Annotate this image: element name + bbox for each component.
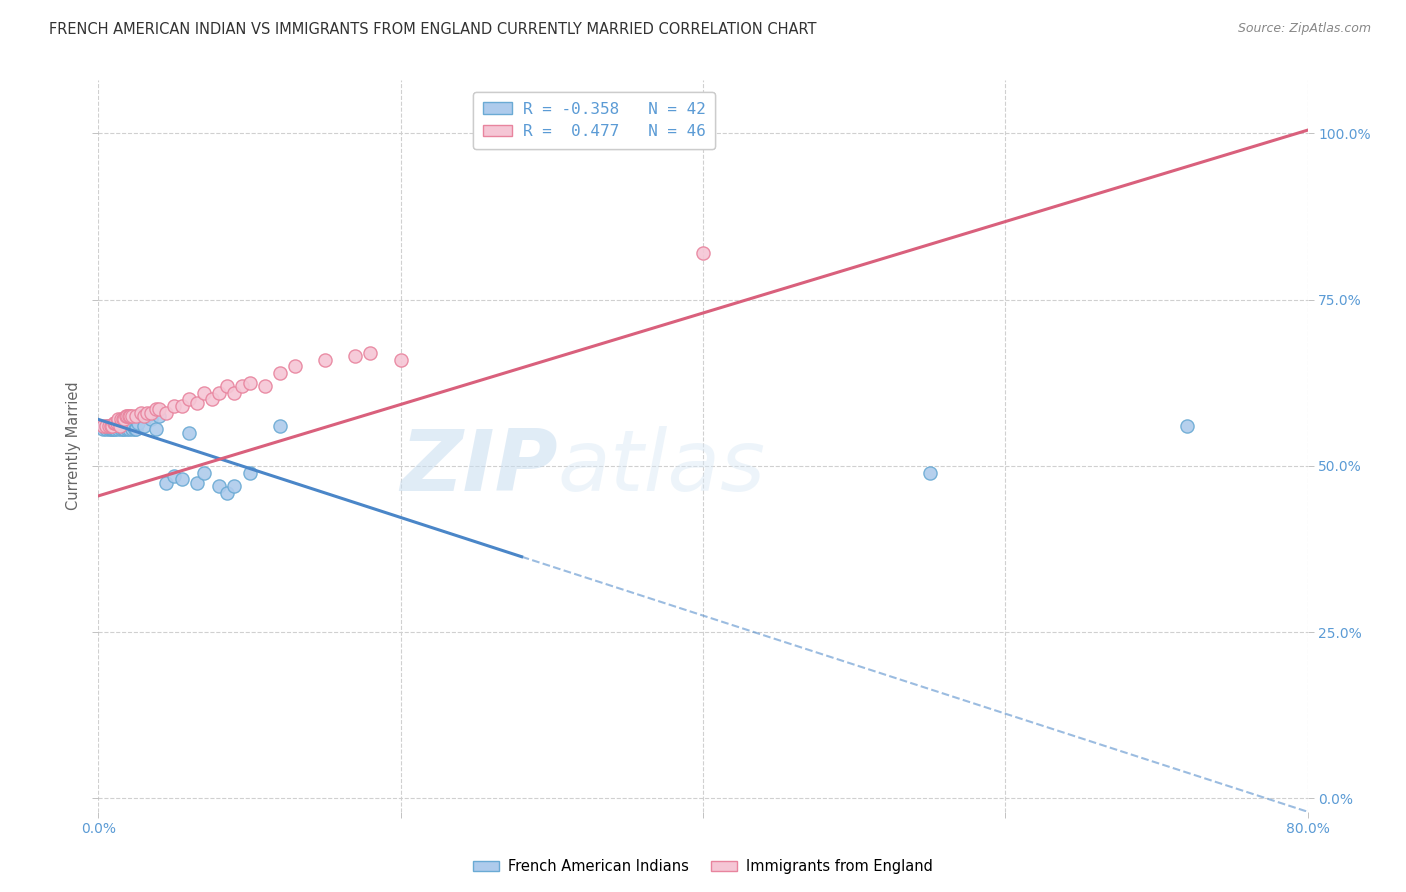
Point: [179, 392, 201, 407]
Point: [389, 352, 412, 367]
Point: [314, 352, 336, 367]
Point: [132, 409, 155, 423]
Point: [918, 466, 941, 480]
Point: [170, 472, 193, 486]
Point: [120, 409, 142, 423]
Point: [103, 422, 125, 436]
Point: [105, 416, 128, 430]
Point: [112, 412, 135, 426]
Point: [115, 422, 138, 436]
Legend: R = -0.358   N = 42, R =  0.477   N = 46: R = -0.358 N = 42, R = 0.477 N = 46: [474, 92, 716, 149]
Point: [129, 406, 152, 420]
Point: [100, 422, 122, 436]
Point: [163, 469, 186, 483]
Point: [122, 419, 145, 434]
Point: [1175, 419, 1198, 434]
Point: [118, 422, 141, 436]
Point: [125, 409, 148, 423]
Point: [105, 419, 128, 434]
Point: [91, 422, 114, 436]
Legend: French American Indians, Immigrants from England: French American Indians, Immigrants from…: [467, 854, 939, 880]
Point: [100, 419, 122, 434]
Point: [104, 422, 127, 436]
Point: [125, 422, 148, 436]
Point: [107, 412, 129, 426]
Point: [121, 409, 143, 423]
Text: FRENCH AMERICAN INDIAN VS IMMIGRANTS FROM ENGLAND CURRENTLY MARRIED CORRELATION : FRENCH AMERICAN INDIAN VS IMMIGRANTS FRO…: [49, 22, 817, 37]
Point: [141, 412, 163, 426]
Point: [101, 422, 124, 436]
Point: [91, 419, 114, 434]
Point: [179, 425, 201, 440]
Point: [344, 349, 367, 363]
Point: [103, 416, 125, 430]
Point: [186, 396, 208, 410]
Point: [253, 379, 276, 393]
Point: [110, 412, 132, 426]
Point: [98, 422, 121, 436]
Point: [127, 416, 149, 430]
Point: [215, 379, 238, 393]
Point: [145, 402, 167, 417]
Point: [135, 409, 157, 423]
Text: ZIP: ZIP: [401, 426, 558, 509]
Point: [193, 466, 215, 480]
Point: [360, 346, 382, 360]
Point: [163, 399, 186, 413]
Point: [208, 385, 231, 400]
Point: [114, 409, 136, 423]
Point: [96, 419, 118, 434]
Point: [208, 479, 231, 493]
Point: [98, 419, 121, 434]
Point: [104, 416, 127, 430]
Point: [115, 409, 138, 423]
Point: [239, 466, 262, 480]
Point: [155, 406, 177, 420]
Point: [108, 419, 131, 434]
Point: [101, 419, 124, 434]
Y-axis label: Currently Married: Currently Married: [66, 382, 82, 510]
Point: [148, 402, 170, 417]
Point: [108, 419, 131, 434]
Point: [201, 392, 224, 407]
Point: [141, 406, 163, 420]
Point: [170, 399, 193, 413]
Text: Source: ZipAtlas.com: Source: ZipAtlas.com: [1237, 22, 1371, 36]
Point: [135, 406, 157, 420]
Point: [118, 409, 141, 423]
Point: [120, 412, 142, 426]
Point: [94, 419, 117, 434]
Point: [155, 475, 177, 490]
Point: [186, 475, 208, 490]
Point: [231, 379, 253, 393]
Point: [284, 359, 307, 374]
Point: [269, 419, 291, 434]
Point: [239, 376, 262, 390]
Point: [111, 422, 134, 436]
Point: [132, 419, 155, 434]
Point: [224, 385, 246, 400]
Point: [129, 409, 152, 423]
Point: [269, 366, 291, 380]
Point: [692, 246, 714, 260]
Point: [193, 385, 215, 400]
Point: [145, 422, 167, 436]
Point: [148, 409, 170, 423]
Text: atlas: atlas: [558, 426, 766, 509]
Point: [124, 422, 146, 436]
Point: [107, 422, 129, 436]
Point: [94, 422, 117, 436]
Point: [111, 412, 134, 426]
Point: [114, 419, 136, 434]
Point: [112, 422, 135, 436]
Point: [215, 485, 238, 500]
Point: [224, 479, 246, 493]
Point: [121, 422, 143, 436]
Point: [110, 422, 132, 436]
